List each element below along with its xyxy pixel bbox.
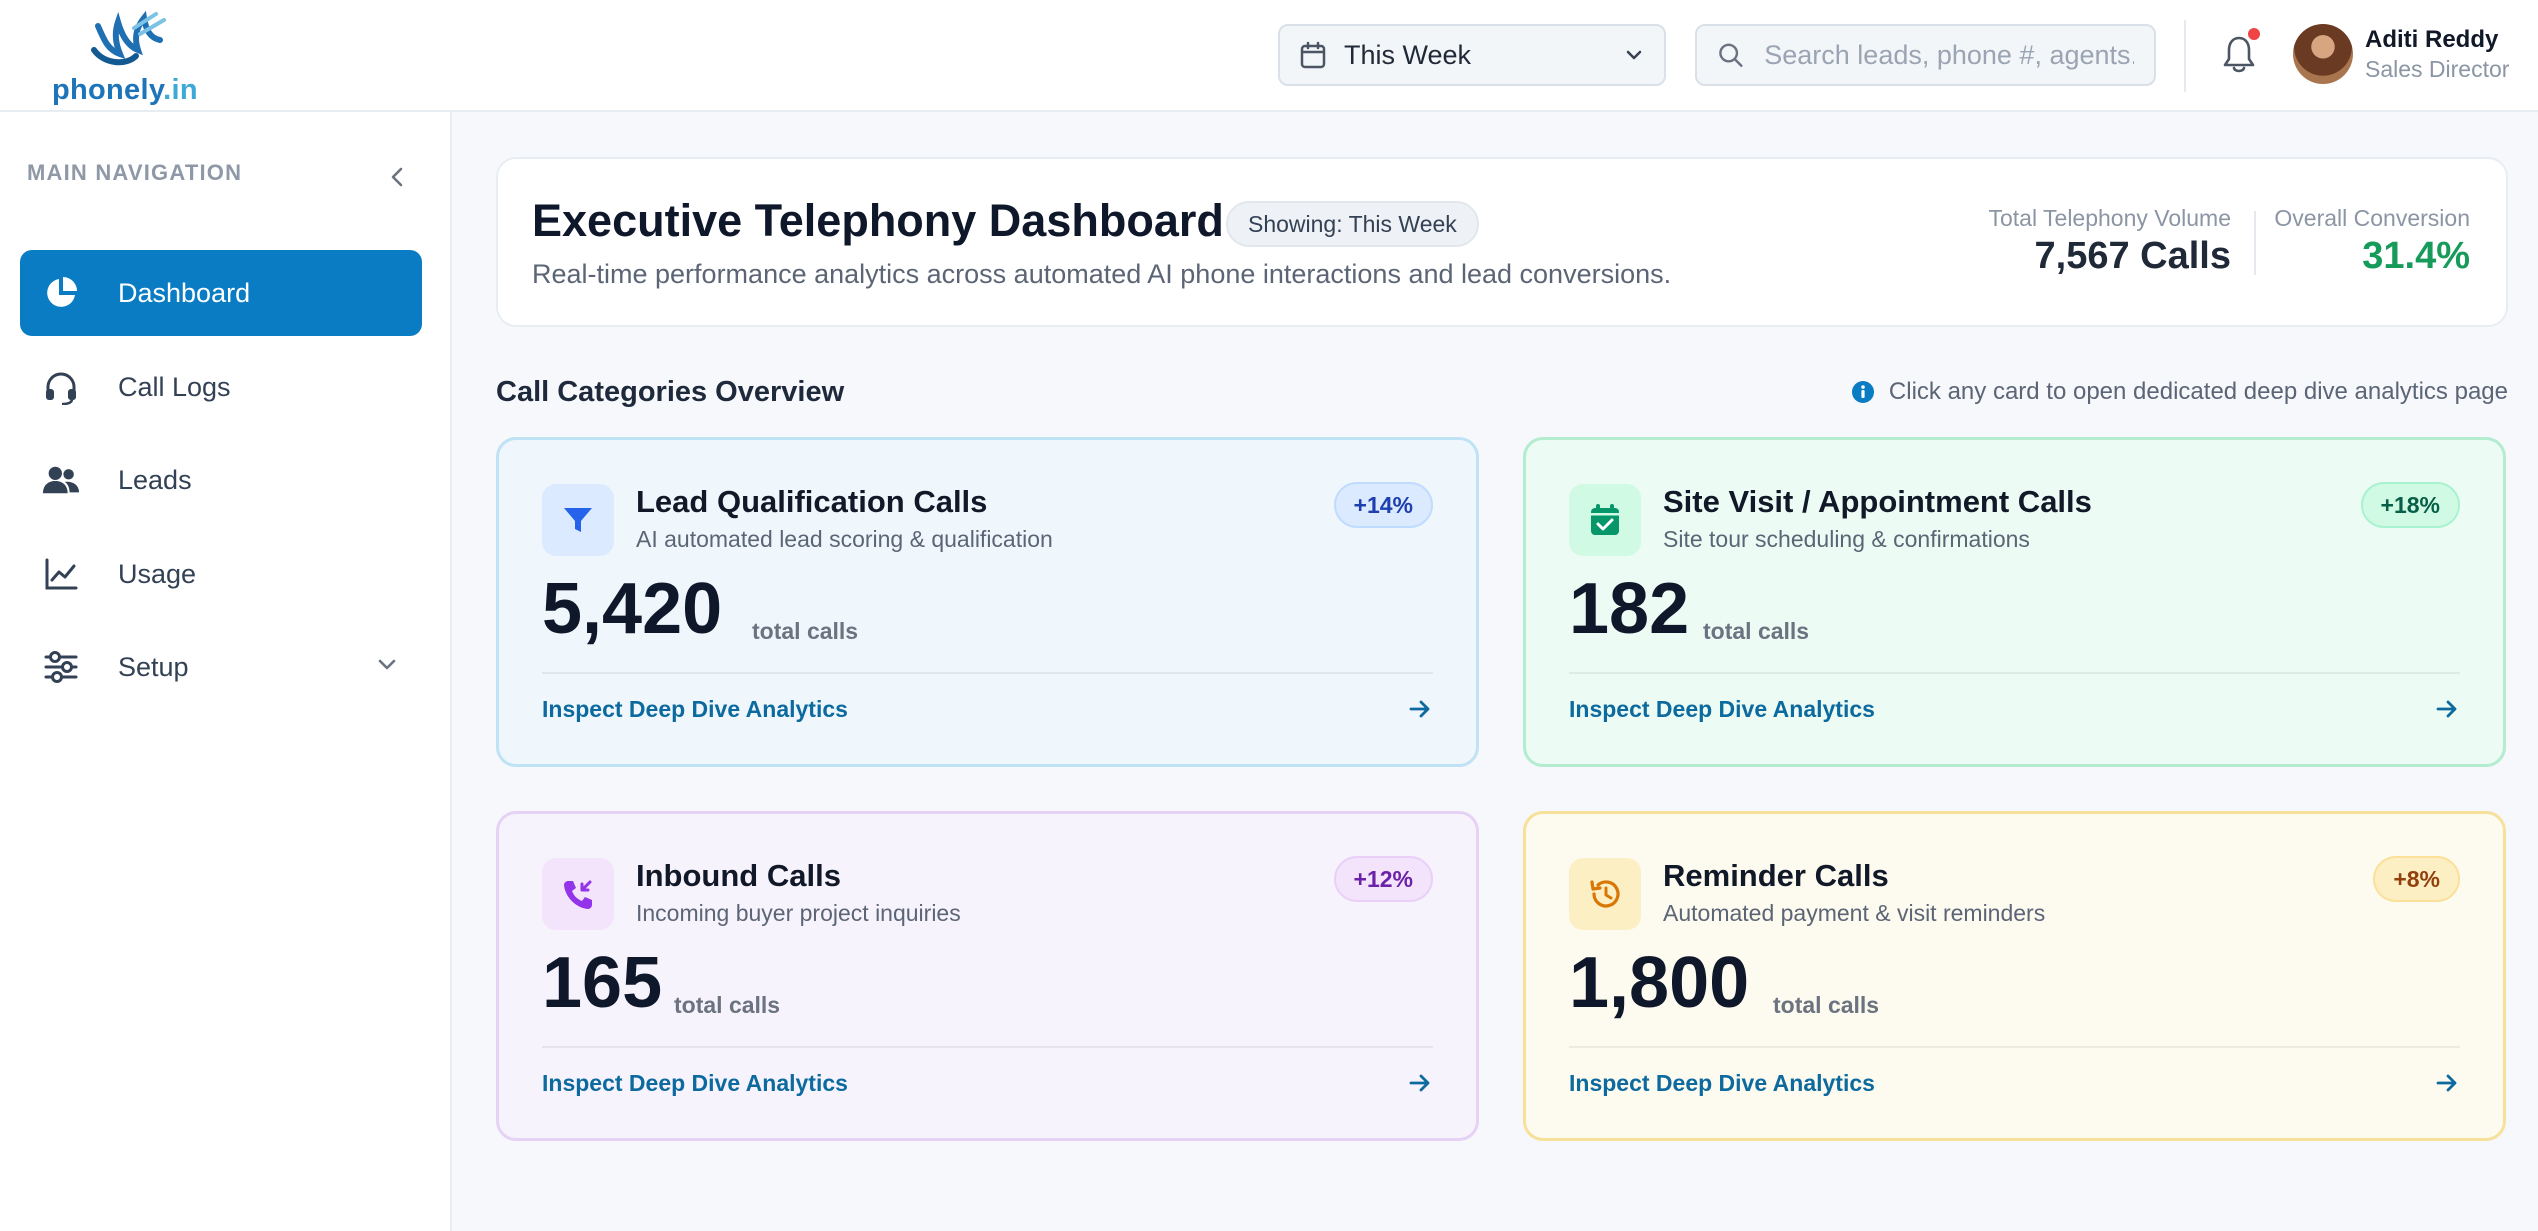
phone-incoming-icon bbox=[542, 858, 614, 930]
user-role: Sales Director bbox=[2365, 56, 2510, 82]
card-unit: total calls bbox=[1773, 992, 1880, 1018]
sidebar-item-label: Call Logs bbox=[118, 371, 231, 402]
bell-icon bbox=[2223, 36, 2255, 73]
line-chart-icon bbox=[42, 555, 80, 593]
logo-mark-icon bbox=[91, 10, 166, 66]
card-description: Incoming buyer project inquiries bbox=[636, 900, 961, 926]
chevron-left-icon bbox=[391, 167, 403, 187]
growth-badge: +8% bbox=[2373, 856, 2460, 902]
search-icon bbox=[1719, 43, 1743, 67]
deep-dive-link[interactable]: Inspect Deep Dive Analytics bbox=[1569, 696, 1875, 722]
page-subtitle: Real-time performance analytics across a… bbox=[532, 259, 1672, 289]
sliders-icon bbox=[42, 648, 80, 686]
deep-dive-link[interactable]: Inspect Deep Dive Analytics bbox=[1569, 1070, 1875, 1096]
card-title: Inbound Calls bbox=[636, 858, 841, 893]
top-bar: phonely.in This Week Aditi Reddy Sales D… bbox=[0, 0, 2538, 112]
category-card-site-visit[interactable]: Site Visit / Appointment Calls Site tour… bbox=[1523, 437, 2506, 767]
category-card-lead-qualification[interactable]: Lead Qualification Calls AI automated le… bbox=[496, 437, 1479, 767]
info-icon bbox=[1851, 381, 1874, 403]
deep-dive-link[interactable]: Inspect Deep Dive Analytics bbox=[542, 696, 848, 722]
logo-text: phonely.in bbox=[52, 74, 198, 106]
total-volume-label: Total Telephony Volume bbox=[1988, 205, 2231, 231]
headset-icon bbox=[42, 368, 80, 406]
stats-divider bbox=[2254, 211, 2256, 275]
showing-badge: Showing: This Week bbox=[1226, 201, 1479, 247]
sidebar-item-dashboard[interactable]: Dashboard bbox=[20, 250, 422, 336]
card-description: Automated payment & visit reminders bbox=[1663, 900, 2046, 926]
card-title: Lead Qualification Calls bbox=[636, 484, 988, 519]
card-description: Site tour scheduling & confirmations bbox=[1663, 526, 2030, 552]
sidebar-item-setup[interactable]: Setup bbox=[20, 624, 422, 710]
chevron-down-icon bbox=[378, 659, 396, 670]
nav-heading: MAIN NAVIGATION bbox=[27, 160, 243, 185]
filter-icon bbox=[542, 484, 614, 556]
page-title: Executive Telephony Dashboard bbox=[532, 195, 1224, 246]
sidebar: MAIN NAVIGATION Dashboard Call Logs bbox=[0, 112, 452, 1231]
arrow-right-icon[interactable] bbox=[2434, 1070, 2460, 1096]
card-unit: total calls bbox=[1703, 618, 1810, 644]
conversion-label: Overall Conversion bbox=[2274, 205, 2470, 231]
section-hint-text: Click any card to open dedicated deep di… bbox=[1888, 378, 2508, 405]
card-divider bbox=[542, 1046, 1433, 1048]
deep-dive-link[interactable]: Inspect Deep Dive Analytics bbox=[542, 1070, 848, 1096]
conversion-value: 31.4% bbox=[2362, 235, 2470, 277]
card-value: 5,420 bbox=[542, 569, 723, 649]
sidebar-item-label: Dashboard bbox=[118, 277, 251, 308]
notification-dot bbox=[2246, 26, 2262, 42]
history-icon bbox=[1569, 858, 1641, 930]
category-card-inbound[interactable]: Inbound Calls Incoming buyer project inq… bbox=[496, 811, 1479, 1141]
users-icon bbox=[42, 461, 80, 499]
card-unit: total calls bbox=[752, 618, 859, 644]
collapse-sidebar-button[interactable] bbox=[382, 162, 412, 192]
card-value: 182 bbox=[1569, 569, 1690, 649]
card-value: 1,800 bbox=[1569, 943, 1750, 1023]
card-divider bbox=[1569, 1046, 2460, 1048]
card-title: Reminder Calls bbox=[1663, 858, 1889, 893]
brand-logo[interactable]: phonely.in bbox=[50, 10, 200, 106]
sidebar-item-call-logs[interactable]: Call Logs bbox=[20, 344, 422, 430]
search-input[interactable] bbox=[1764, 39, 2134, 71]
user-name: Aditi Reddy bbox=[2365, 26, 2499, 53]
arrow-right-icon[interactable] bbox=[2434, 696, 2460, 722]
pie-chart-icon bbox=[42, 274, 80, 312]
sidebar-item-usage[interactable]: Usage bbox=[20, 531, 422, 617]
avatar[interactable] bbox=[2293, 24, 2353, 84]
dashboard-header-card: Executive Telephony Dashboard Showing: T… bbox=[496, 157, 2508, 327]
period-select[interactable]: This Week bbox=[1278, 24, 1666, 86]
card-divider bbox=[542, 672, 1433, 674]
calendar-icon bbox=[1300, 41, 1326, 69]
search-box[interactable] bbox=[1695, 24, 2156, 86]
sidebar-item-label: Leads bbox=[118, 464, 192, 495]
total-volume-value: 7,567 Calls bbox=[2034, 235, 2231, 277]
category-card-reminder[interactable]: Reminder Calls Automated payment & visit… bbox=[1523, 811, 2506, 1141]
chevron-down-icon bbox=[1626, 50, 1642, 60]
card-unit: total calls bbox=[674, 992, 781, 1018]
growth-badge: +18% bbox=[2360, 482, 2460, 528]
notifications-button[interactable] bbox=[2222, 26, 2262, 76]
card-value: 165 bbox=[542, 943, 663, 1023]
header-divider bbox=[2184, 20, 2186, 92]
sidebar-item-label: Setup bbox=[118, 651, 189, 682]
section-title: Call Categories Overview bbox=[496, 376, 845, 408]
growth-badge: +14% bbox=[1333, 482, 1433, 528]
arrow-right-icon[interactable] bbox=[1407, 696, 1433, 722]
arrow-right-icon[interactable] bbox=[1407, 1070, 1433, 1096]
card-description: AI automated lead scoring & qualificatio… bbox=[636, 526, 1053, 552]
card-divider bbox=[1569, 672, 2460, 674]
sidebar-item-label: Usage bbox=[118, 558, 197, 589]
card-title: Site Visit / Appointment Calls bbox=[1663, 484, 2092, 519]
calendar-check-icon bbox=[1569, 484, 1641, 556]
period-select-value: This Week bbox=[1344, 39, 1472, 70]
section-hint: Click any card to open dedicated deep di… bbox=[1851, 378, 2508, 406]
growth-badge: +12% bbox=[1333, 856, 1433, 902]
sidebar-item-leads[interactable]: Leads bbox=[20, 437, 422, 523]
